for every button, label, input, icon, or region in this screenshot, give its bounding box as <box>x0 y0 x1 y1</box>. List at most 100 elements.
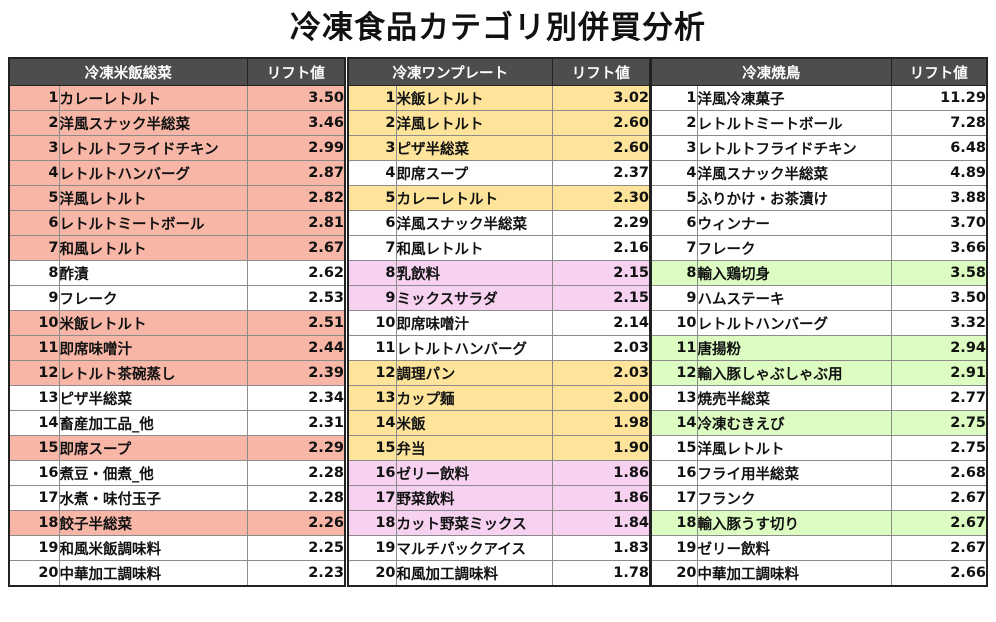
item-name-cell: 輸入鶏切身 <box>696 260 892 286</box>
item-name-cell: ウィンナー <box>696 210 892 236</box>
lift-value-cell: 1.86 <box>551 485 651 511</box>
rank-cell: 12 <box>8 360 60 386</box>
table-row: 2 レトルトミートボール 7.28 <box>650 110 988 136</box>
rank-cell: 15 <box>650 435 698 461</box>
table-row: 6 レトルトミートボール 2.81 <box>8 210 346 236</box>
table-row: 4 即席スープ 2.37 <box>347 160 651 186</box>
item-name-cell: 米飯レトルト <box>58 310 248 336</box>
item-name-cell: 即席味噌汁 <box>395 310 553 336</box>
lift-value-cell: 2.67 <box>246 235 346 261</box>
table-row: 8 乳飲料 2.15 <box>347 260 651 286</box>
rank-cell: 1 <box>347 85 397 111</box>
lift-value-cell: 3.02 <box>551 85 651 111</box>
lift-value-cell: 3.88 <box>890 185 988 211</box>
item-name-cell: フレーク <box>58 285 248 311</box>
item-name-cell: レトルト茶碗蒸し <box>58 360 248 386</box>
item-name-cell: 調理パン <box>395 360 553 386</box>
item-name-cell: 乳飲料 <box>395 260 553 286</box>
rank-cell: 2 <box>8 110 60 136</box>
table-row: 18 餃子半総菜 2.26 <box>8 510 346 536</box>
table-row: 3 レトルトフライドチキン 6.48 <box>650 135 988 161</box>
item-name-cell: 即席味噌汁 <box>58 335 248 361</box>
table-row: 15 洋風レトルト 2.75 <box>650 435 988 461</box>
table-row: 2 洋風スナック半総菜 3.46 <box>8 110 346 136</box>
rank-cell: 20 <box>8 560 60 587</box>
rank-cell: 12 <box>347 360 397 386</box>
rank-cell: 13 <box>347 385 397 411</box>
table-row: 12 輸入豚しゃぶしゃぶ用 2.91 <box>650 360 988 386</box>
rank-cell: 18 <box>347 510 397 536</box>
item-name-cell: 野菜飲料 <box>395 485 553 511</box>
rank-cell: 11 <box>347 335 397 361</box>
category-header: 冷凍焼鳥 <box>650 57 892 86</box>
table-row: 8 輸入鶏切身 3.58 <box>650 260 988 286</box>
item-name-cell: 洋風レトルト <box>696 435 892 461</box>
lift-value-cell: 1.78 <box>551 560 651 587</box>
item-name-cell: フライ用半総菜 <box>696 460 892 486</box>
table-row: 13 焼売半総菜 2.77 <box>650 385 988 411</box>
lift-value-cell: 2.81 <box>246 210 346 236</box>
item-name-cell: 和風レトルト <box>395 235 553 261</box>
item-name-cell: 畜産加工品_他 <box>58 410 248 436</box>
item-name-cell: 洋風レトルト <box>58 185 248 211</box>
rank-cell: 16 <box>650 460 698 486</box>
category-header: 冷凍米飯総菜 <box>8 57 248 86</box>
table-row: 17 フランク 2.67 <box>650 485 988 511</box>
table-row: 8 酢漬 2.62 <box>8 260 346 286</box>
item-name-cell: レトルトハンバーグ <box>696 310 892 336</box>
item-name-cell: 米飯レトルト <box>395 85 553 111</box>
rank-cell: 18 <box>650 510 698 536</box>
lift-value-cell: 2.94 <box>890 335 988 361</box>
lift-value-cell: 2.68 <box>890 460 988 486</box>
lift-value-cell: 3.50 <box>890 285 988 311</box>
category-header: 冷凍ワンプレート <box>347 57 553 86</box>
table-row: 13 カップ麺 2.00 <box>347 385 651 411</box>
rank-cell: 5 <box>8 185 60 211</box>
table-row: 19 和風米飯調味料 2.25 <box>8 535 346 561</box>
lift-value-cell: 2.34 <box>246 385 346 411</box>
item-name-cell: ミックスサラダ <box>395 285 553 311</box>
lift-value-cell: 2.87 <box>246 160 346 186</box>
rank-cell: 15 <box>347 435 397 461</box>
item-name-cell: 煮豆・佃煮_他 <box>58 460 248 486</box>
lift-value-cell: 2.39 <box>246 360 346 386</box>
item-name-cell: 即席スープ <box>58 435 248 461</box>
table-row: 16 フライ用半総菜 2.68 <box>650 460 988 486</box>
table-row: 16 ゼリー飲料 1.86 <box>347 460 651 486</box>
rank-cell: 9 <box>650 285 698 311</box>
lift-value-cell: 3.50 <box>246 85 346 111</box>
lift-value-cell: 2.29 <box>551 210 651 236</box>
table-header-row: 冷凍ワンプレート リフト値 <box>347 57 651 86</box>
table-header-row: 冷凍焼鳥 リフト値 <box>650 57 988 86</box>
lift-value-cell: 3.70 <box>890 210 988 236</box>
table-row: 9 フレーク 2.53 <box>8 285 346 311</box>
lift-value-cell: 1.90 <box>551 435 651 461</box>
table-row: 14 米飯 1.98 <box>347 410 651 436</box>
lift-value-cell: 2.29 <box>246 435 346 461</box>
lift-value-cell: 2.30 <box>551 185 651 211</box>
rank-cell: 20 <box>347 560 397 587</box>
rank-cell: 10 <box>8 310 60 336</box>
item-name-cell: ピザ半総菜 <box>395 135 553 161</box>
lift-value-cell: 2.03 <box>551 335 651 361</box>
rank-cell: 3 <box>347 135 397 161</box>
item-name-cell: カット野菜ミックス <box>395 510 553 536</box>
item-name-cell: レトルトフライドチキン <box>58 135 248 161</box>
lift-value-cell: 2.28 <box>246 485 346 511</box>
table-row: 7 和風レトルト 2.16 <box>347 235 651 261</box>
item-name-cell: 中華加工調味料 <box>696 560 892 587</box>
lift-value-cell: 2.37 <box>551 160 651 186</box>
item-name-cell: レトルトハンバーグ <box>395 335 553 361</box>
item-name-cell: 洋風スナック半総菜 <box>696 160 892 186</box>
item-name-cell: カップ麺 <box>395 385 553 411</box>
rank-cell: 7 <box>8 235 60 261</box>
rank-cell: 19 <box>650 535 698 561</box>
item-name-cell: 洋風スナック半総菜 <box>58 110 248 136</box>
table-yakitori: 冷凍焼鳥 リフト値 1 洋風冷凍菓子 11.29 2 レトルトミートボール 7.28 3 レト… <box>650 57 988 587</box>
lift-value-cell: 2.51 <box>246 310 346 336</box>
item-name-cell: レトルトハンバーグ <box>58 160 248 186</box>
rank-cell: 6 <box>347 210 397 236</box>
lift-value-cell: 2.82 <box>246 185 346 211</box>
page-title: 冷凍食品カテゴリ別併買分析 <box>290 10 706 46</box>
table-row: 20 中華加工調味料 2.23 <box>8 560 346 587</box>
